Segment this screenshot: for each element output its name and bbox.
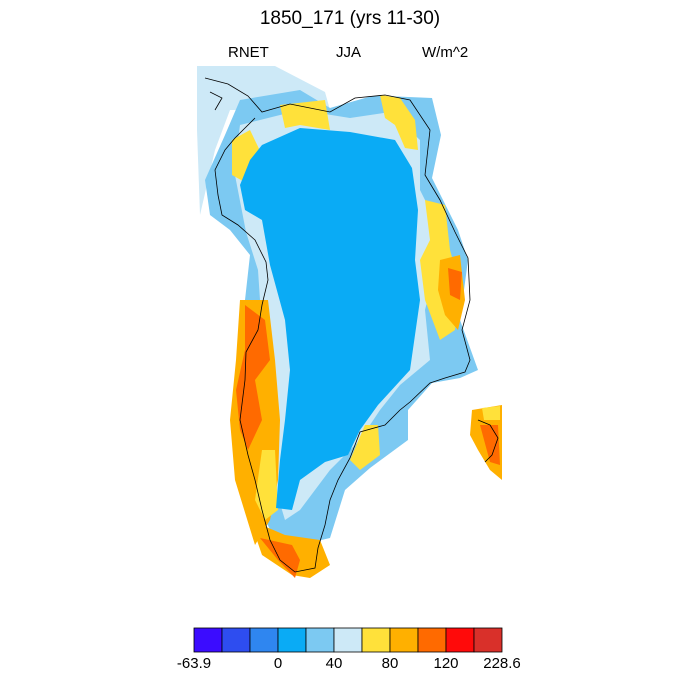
colorbar-swatch (473, 627, 503, 653)
colorbar-tick-label: 0 (273, 655, 283, 672)
coastline (204, 77, 499, 573)
colorbar-swatch (361, 627, 391, 653)
colorbar-tick-label: 120 (433, 655, 459, 672)
colorbar-swatch (305, 627, 335, 653)
northeast-yellow (380, 95, 418, 150)
east-coast-red (448, 268, 462, 300)
interior-ice-sheet (240, 128, 420, 510)
colorbar-swatch (221, 627, 251, 653)
colorbar-swatch (445, 627, 475, 653)
west-coast-red (236, 305, 270, 450)
colorbar-swatch (249, 627, 279, 653)
variable-label: RNET (228, 44, 269, 61)
east-island-red (480, 425, 500, 465)
colorbar-swatch (277, 627, 307, 653)
southwest-yellow (255, 450, 278, 520)
southeast-yellow (350, 425, 380, 470)
units-label: W/m^2 (422, 44, 469, 61)
colorbar-tick-label: 80 (381, 655, 399, 672)
colorbar-tick-label: 40 (325, 655, 343, 672)
colorbar-swatch (389, 627, 419, 653)
season-label: JJA (336, 44, 362, 61)
colorbar-tick-label: 228.6 (483, 655, 521, 672)
colorbar-swatch (193, 627, 223, 653)
colorbar-tick-label: -63.9 (176, 655, 212, 672)
map-title: 1850_171 (yrs 11-30) (259, 8, 441, 29)
colorbar-swatch (333, 627, 363, 653)
north-yellow (280, 100, 330, 130)
east-island-yellow (482, 406, 500, 420)
colorbar-swatch (417, 627, 447, 653)
